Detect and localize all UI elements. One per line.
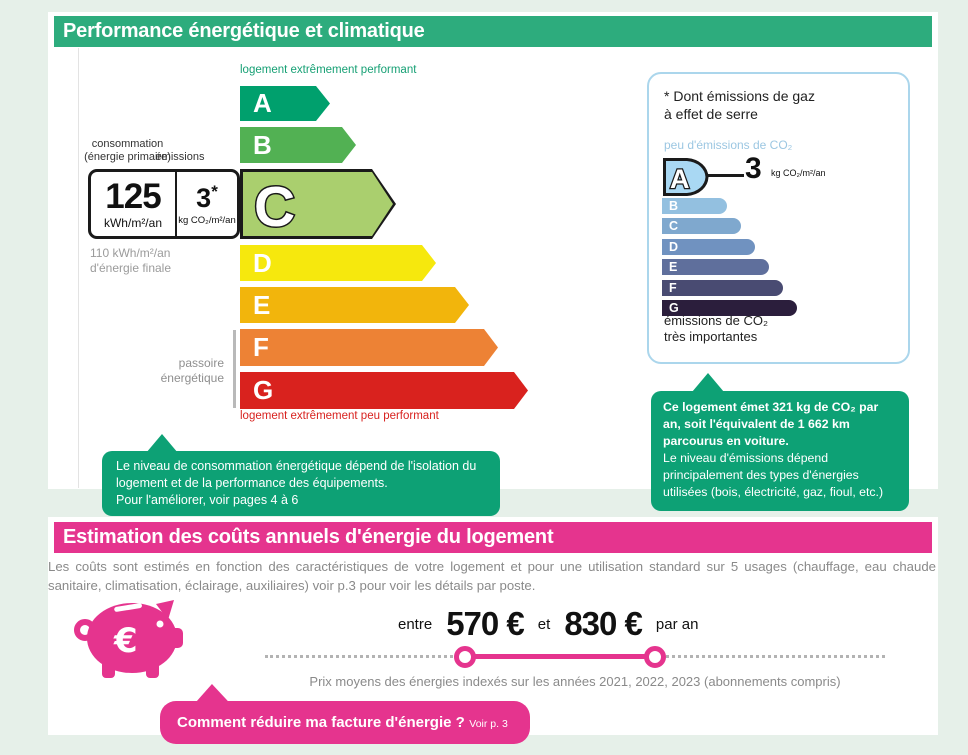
- energy-class-g: G: [240, 372, 528, 409]
- costs-callout-page: Voir p. 3: [469, 718, 508, 730]
- consumption-value: 125: [105, 176, 161, 216]
- ges-value-connector: [707, 174, 744, 177]
- ges-class-letter: F: [669, 281, 677, 295]
- energy-class-letter: F: [253, 332, 269, 362]
- consumption-cell: 125 kWh/m²/an: [91, 172, 175, 236]
- consumption-label-line2: (énergie primaire): [84, 151, 171, 163]
- emissions-asterisk: *: [211, 181, 218, 201]
- costs-section-title: Estimation des coûts annuels d'énergie d…: [54, 522, 932, 553]
- energy-class-fill: [240, 245, 436, 281]
- ges-class-a-letter: A: [670, 164, 690, 194]
- costs-callout-text: Comment réduire ma facture d'énergie ? V…: [160, 701, 530, 746]
- emissions-number: 3: [196, 182, 212, 213]
- passoire-line2: énergétique: [160, 371, 224, 385]
- ges-class-g: G: [662, 300, 797, 316]
- svg-text:C: C: [254, 175, 295, 239]
- passoire-label: passoire énergétique: [120, 356, 224, 386]
- ges-class-letter: G: [669, 301, 679, 315]
- ges-panel: * Dont émissions de gaz à effet de serre…: [647, 72, 910, 364]
- energy-class-fill: [240, 329, 498, 366]
- per-year-word: par an: [655, 615, 699, 633]
- emissions-unit: kg CO₂/m²/an: [178, 214, 236, 226]
- cost-range-row: entre 570 € et 830 € par an: [398, 604, 698, 644]
- energy-class-c-current: C: [240, 169, 396, 239]
- ges-high-line2: très importantes: [664, 329, 758, 344]
- energy-class-letter: B: [253, 130, 272, 160]
- ges-callout-bold-text: Ce logement émet 321 kg de CO₂ par an, s…: [663, 400, 879, 448]
- ges-callout: Ce logement émet 321 kg de CO₂ par an, s…: [651, 391, 909, 511]
- final-energy-line1: 110 kWh/m²/an: [90, 246, 171, 260]
- emissions-cell: 3* kg CO₂/m²/an: [175, 172, 237, 236]
- ges-high-line1: émissions de CO₂: [664, 313, 769, 328]
- cost-range-dot-high: [644, 646, 666, 668]
- ges-low-caption: peu d'émissions de CO₂: [664, 138, 793, 152]
- consumption-unit: kWh/m²/an: [103, 215, 162, 230]
- ges-value-unit: kg CO₂/m²/an: [771, 168, 826, 178]
- costs-section-panel: [48, 517, 938, 735]
- column-rule: [78, 48, 79, 488]
- ges-class-letter: E: [669, 260, 678, 274]
- energy-class-f: F: [240, 329, 498, 366]
- passoire-bracket: [233, 330, 236, 408]
- energy-class-letter-svg: C: [253, 174, 297, 240]
- ges-class-letter: B: [669, 199, 679, 213]
- ges-class-a-arrow: A: [663, 158, 709, 196]
- energy-class-letter: E: [253, 290, 271, 320]
- scale-top-caption: logement extrêmement performant: [240, 64, 417, 76]
- ges-class-letter: D: [669, 240, 679, 254]
- energy-class-e: E: [240, 287, 469, 323]
- energy-class-b: B: [240, 127, 356, 163]
- ges-title-line1: * Dont émissions de gaz: [664, 88, 815, 104]
- scale-bottom-caption: logement extrêmement peu performant: [240, 410, 439, 422]
- energy-class-fill: [243, 172, 393, 236]
- ges-class-letter: C: [669, 219, 679, 233]
- energy-class-fill: [240, 287, 469, 323]
- energy-callout-text1: Le niveau de consommation énergétique dé…: [116, 459, 477, 490]
- and-word: et: [537, 615, 551, 633]
- costs-description: Les coûts sont estimés en fonction des c…: [48, 559, 936, 593]
- cost-range-bar: [465, 654, 655, 659]
- energy-class-fill: [240, 372, 528, 409]
- ges-class-b: B: [662, 198, 727, 214]
- price-note: Prix moyens des énergies indexés sur les…: [309, 674, 841, 689]
- energy-class-fill: [240, 127, 356, 163]
- consumption-label-line1: consommation: [91, 138, 164, 150]
- energy-class-a: A: [240, 86, 330, 121]
- consumption-label: consommation (énergie primaire): [60, 138, 195, 164]
- ges-class-c: C: [662, 218, 741, 234]
- ges-panel-title: * Dont émissions de gaz à effet de serre: [664, 87, 815, 123]
- ges-high-caption: émissions de CO₂ très importantes: [664, 313, 768, 345]
- piggy-bank-icon: €: [74, 600, 183, 678]
- costs-callout: Comment réduire ma facture d'énergie ? V…: [160, 701, 530, 744]
- energy-section-title: Performance énergétique et climatique: [54, 16, 932, 47]
- consumption-value-box: 125 kWh/m²/an 3* kg CO₂/m²/an: [88, 169, 240, 239]
- ges-class-d: D: [662, 239, 755, 255]
- emissions-label: émissions: [155, 151, 205, 163]
- cost-low-value: 570 €: [446, 605, 525, 642]
- energy-callout: Le niveau de consommation énergétique dé…: [102, 451, 500, 516]
- costs-callout-question: Comment réduire ma facture d'énergie ?: [177, 714, 465, 731]
- emissions-value: 3*: [196, 183, 218, 212]
- final-energy-line2: d'énergie finale: [90, 261, 172, 275]
- energy-class-letter: A: [253, 88, 272, 118]
- ges-callout-normal-text: Le niveau d'émissions dépend principalem…: [663, 451, 884, 499]
- cost-range-dot-low: [454, 646, 476, 668]
- energy-class-letter: D: [253, 248, 272, 278]
- energy-class-fill: [240, 86, 330, 121]
- ges-class-e: E: [662, 259, 769, 275]
- ges-class-f: F: [662, 280, 783, 296]
- energy-class-letter: G: [253, 375, 274, 405]
- final-energy-note: 110 kWh/m²/an d'énergie finale: [90, 246, 171, 276]
- energy-class-d: D: [240, 245, 436, 281]
- ges-title-line2: à effet de serre: [664, 106, 758, 122]
- energy-callout-text2: Pour l'améliorer, voir pages 4 à 6: [116, 493, 299, 507]
- passoire-line1: passoire: [178, 356, 224, 370]
- ges-value: 3: [745, 152, 762, 185]
- svg-text:€: €: [113, 621, 138, 661]
- between-word: entre: [398, 615, 433, 633]
- cost-high-value: 830 €: [564, 605, 643, 642]
- costs-callout-ref: Voir p. 3: [469, 718, 508, 730]
